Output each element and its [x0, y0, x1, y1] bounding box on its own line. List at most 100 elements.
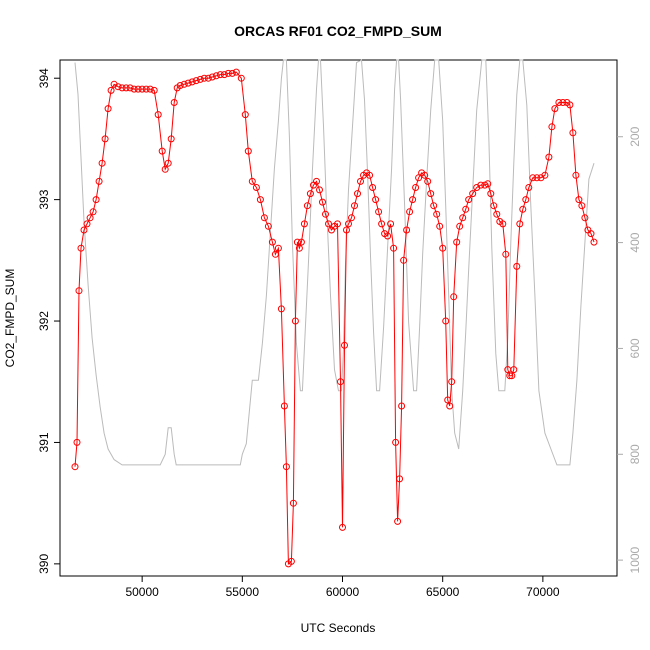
- series-point: [220, 71, 228, 79]
- series-point: [295, 244, 303, 252]
- series-point: [126, 84, 134, 92]
- series-point: [566, 101, 574, 109]
- series-point: [453, 238, 461, 246]
- secondary-series-line: [74, 59, 595, 466]
- series-point: [551, 105, 559, 113]
- series-point: [541, 171, 549, 179]
- series-point: [490, 202, 498, 210]
- series-point: [134, 85, 142, 93]
- series-point: [180, 80, 188, 88]
- series-point: [200, 74, 208, 82]
- series-point: [519, 205, 527, 213]
- series-point: [228, 69, 236, 77]
- series-point: [95, 177, 103, 185]
- series-point: [569, 129, 577, 137]
- x-tick-label: 65000: [426, 585, 460, 599]
- series-point: [188, 78, 196, 86]
- series-point: [412, 184, 420, 191]
- series-point: [282, 463, 290, 471]
- series-point: [184, 79, 192, 87]
- series-point: [354, 190, 361, 198]
- series-point: [587, 230, 595, 238]
- series-point: [348, 214, 355, 222]
- series-point: [369, 184, 377, 191]
- y2-tick-label: 400: [628, 232, 642, 252]
- y-tick-label: 391: [37, 432, 51, 452]
- series-point: [575, 196, 583, 204]
- series-point: [590, 238, 598, 246]
- series-point: [291, 317, 299, 325]
- x-tick-label: 70000: [526, 585, 560, 599]
- x-axis-label: UTC Seconds: [301, 621, 376, 635]
- series-point: [297, 238, 305, 246]
- series-point: [316, 186, 323, 194]
- series-point: [170, 99, 178, 106]
- series-point: [493, 210, 501, 218]
- series-point: [555, 99, 563, 106]
- series-point: [548, 123, 556, 131]
- x-tick-label: 55000: [226, 585, 260, 599]
- series-point: [122, 84, 130, 92]
- series-point: [522, 196, 530, 204]
- series-point: [75, 287, 83, 295]
- series-point: [343, 226, 350, 234]
- series-point: [98, 159, 106, 167]
- series-point: [232, 68, 240, 76]
- series-point: [277, 305, 285, 313]
- series-point: [578, 202, 586, 210]
- series-point: [516, 220, 524, 228]
- series-point: [176, 82, 184, 89]
- series-point: [403, 226, 411, 234]
- series-point: [510, 366, 518, 374]
- series-point: [71, 463, 79, 471]
- series-point: [409, 196, 417, 204]
- x-tick-label: 50000: [125, 585, 159, 599]
- series-point: [572, 171, 580, 179]
- y2-axis: 200 400 600 800 1000: [617, 126, 642, 573]
- series-point: [138, 85, 146, 93]
- series-point: [322, 210, 329, 218]
- series-point: [224, 69, 232, 77]
- series-point: [212, 72, 220, 80]
- series-point: [313, 177, 320, 185]
- series-point: [387, 220, 395, 228]
- series-point: [421, 171, 429, 179]
- series-point: [80, 226, 88, 234]
- y-tick-label: 394: [37, 68, 51, 88]
- plot-frame: [59, 59, 618, 577]
- series-point: [448, 378, 456, 386]
- series-point: [502, 250, 510, 258]
- series-point: [154, 111, 162, 119]
- y2-tick-label: 600: [628, 338, 642, 358]
- y-tick-label: 392: [37, 311, 51, 331]
- series-point: [394, 517, 402, 525]
- chart-title: ORCAS RF01 CO2_FMPD_SUM: [234, 23, 442, 39]
- series-point: [192, 77, 200, 85]
- series-point: [237, 74, 245, 82]
- series-point: [559, 99, 567, 106]
- series-point: [303, 202, 311, 210]
- series-point: [444, 396, 452, 404]
- series-point: [280, 402, 288, 410]
- series-point: [274, 244, 282, 252]
- series-point: [325, 220, 332, 228]
- series-point: [462, 205, 470, 213]
- x-tick-label: 60000: [326, 585, 360, 599]
- series-point: [293, 238, 301, 246]
- series-point: [158, 147, 166, 155]
- series-point: [337, 378, 344, 386]
- series-point: [487, 190, 495, 198]
- series-point: [101, 135, 109, 143]
- series-point: [241, 111, 249, 119]
- series-point: [533, 174, 541, 182]
- series-point: [384, 232, 392, 240]
- series-point: [406, 208, 414, 216]
- series-point: [142, 85, 150, 93]
- series-point: [306, 190, 314, 198]
- y-axis: 390 391 392 393 394: [37, 68, 60, 574]
- series-point: [339, 523, 346, 531]
- series-point: [525, 184, 533, 191]
- series-point: [469, 190, 477, 198]
- y2-tick-label: 1000: [628, 546, 642, 573]
